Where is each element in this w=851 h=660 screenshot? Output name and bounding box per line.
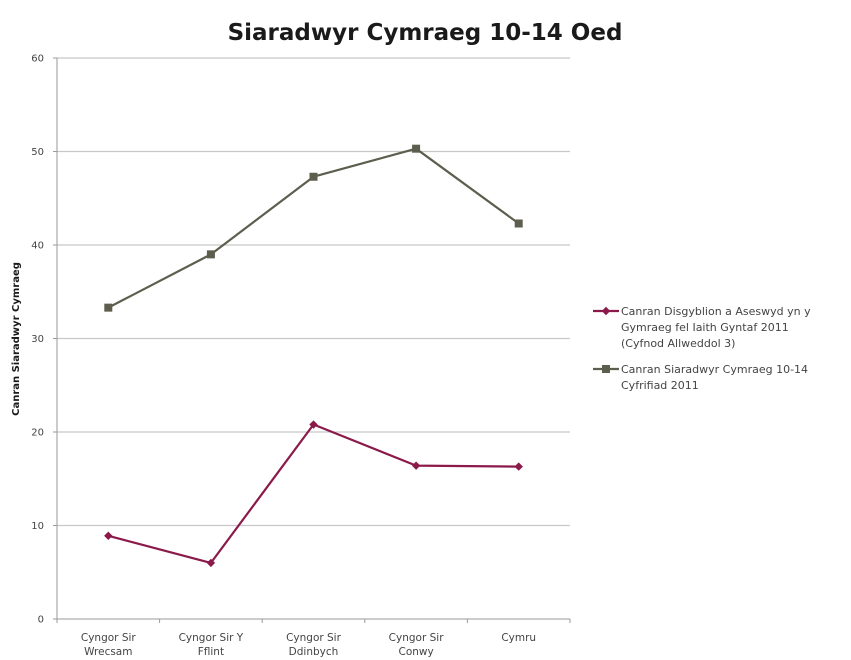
x-category-label-line: Conwy (398, 646, 433, 658)
legend-entry-1: Canran Disgyblion a Aseswyd yn y Gymraeg … (593, 305, 811, 350)
series-1 (104, 420, 523, 568)
series-line (108, 423, 519, 565)
legend-label-line: Cyfrifiad 2011 (621, 379, 699, 392)
x-category-label-line: Cyngor Sir Y (179, 632, 244, 644)
data-point (104, 531, 113, 540)
y-tick-label: 20 (31, 428, 44, 439)
y-tick-label: 40 (31, 241, 44, 252)
x-category-label: Cyngor Sir Ddinbych (286, 632, 342, 658)
data-point (309, 172, 318, 181)
y-tick-labels: 0 10 20 30 40 50 60 (31, 54, 44, 626)
y-axis-label: Canran Siaradwyr Cymraeg (11, 262, 22, 416)
gridlines (57, 57, 570, 527)
data-point (412, 144, 421, 153)
x-category-label: Cymru (501, 632, 536, 644)
legend-entry-2: Canran Siaradwyr Cymraeg 10-14 Cyfrifiad … (593, 363, 808, 392)
y-tick-label: 50 (31, 147, 44, 158)
legend-marker (601, 306, 611, 316)
legend-label-line: Canran Disgyblion a Aseswyd yn y (621, 305, 811, 318)
data-point (514, 219, 523, 228)
legend-label-line: Gymraeg fel Iaith Gyntaf 2011 (621, 321, 789, 334)
x-category-label-line: Cyngor Sir (81, 632, 137, 644)
legend-label-line: Canran Siaradwyr Cymraeg 10-14 (621, 363, 808, 376)
y-tick-label: 30 (31, 334, 44, 345)
x-category-label-line: Cymru (501, 632, 536, 644)
data-point (104, 303, 113, 312)
data-point (206, 558, 216, 568)
x-category-label-line: Wrecsam (84, 646, 132, 658)
data-point (411, 461, 421, 470)
series (104, 144, 523, 568)
y-tick-label: 10 (31, 521, 44, 532)
series-line (107, 147, 520, 309)
x-category-label-line: Cyngor Sir (286, 632, 342, 644)
x-category-label-line: Ddinbych (289, 646, 339, 658)
x-category-label-line: Cyngor Sir (389, 632, 445, 644)
y-tick-label: 0 (38, 615, 44, 626)
chart-title: Siaradwyr Cymraeg 10-14 Oed (228, 20, 623, 46)
x-category-label: Cyngor Sir Conwy (389, 632, 445, 658)
y-tick-label: 60 (31, 54, 44, 65)
legend-label-line: (Cyfnod Allweddol 3) (621, 337, 735, 350)
x-category-label: Cyngor Sir Wrecsam (81, 632, 137, 658)
legend: Canran Disgyblion a Aseswyd yn y Gymraeg … (593, 305, 811, 392)
x-category-label-line: Fflint (198, 646, 224, 658)
x-category-label: Cyngor Sir Y Fflint (179, 632, 244, 658)
legend-marker (602, 365, 610, 373)
series-2 (104, 144, 523, 312)
data-point (309, 420, 318, 429)
axes (53, 57, 571, 623)
data-point (206, 250, 215, 259)
data-point (514, 462, 523, 471)
